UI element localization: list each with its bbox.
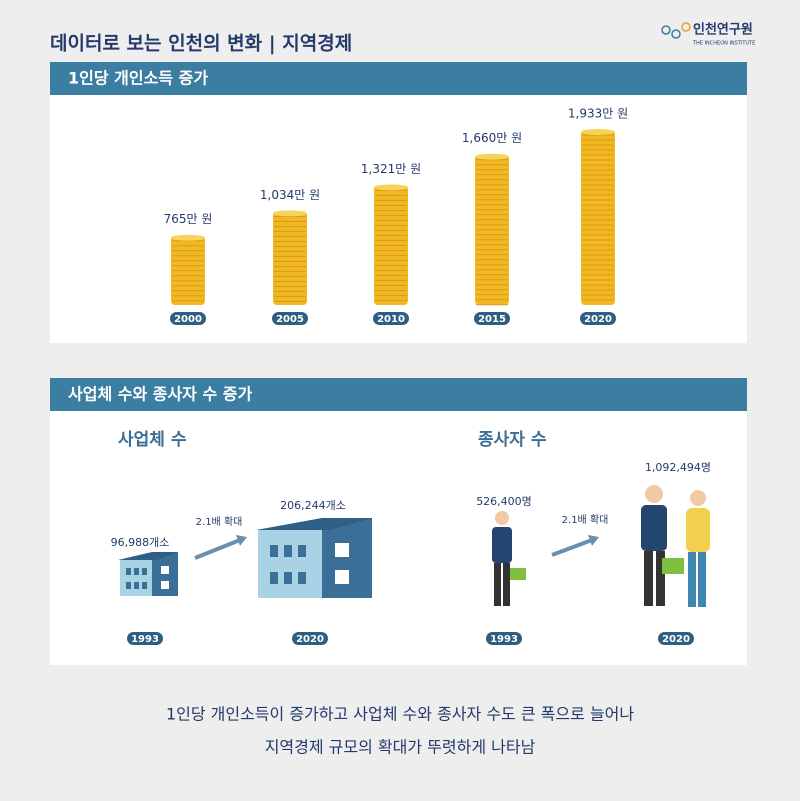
coin-top xyxy=(475,153,509,160)
subsection-title: 사업체 수 xyxy=(118,430,187,450)
year-label: 1993 xyxy=(131,634,159,645)
pill-bg xyxy=(170,312,206,325)
value-label: 1,092,494명 xyxy=(645,461,711,474)
section-bar xyxy=(50,62,747,95)
value-label: 1,933만 원 xyxy=(568,107,628,121)
pill-bg xyxy=(580,312,616,325)
logo-text: 인천연구원 xyxy=(693,22,753,38)
year-label: 2020 xyxy=(296,634,324,645)
coin-top xyxy=(273,210,307,217)
year-pill: 2020 xyxy=(292,632,328,645)
logo-subtext: THE INCHEON INSTITUTE xyxy=(692,41,755,47)
year-pill: 2020 xyxy=(580,312,616,325)
pill-bg xyxy=(474,312,510,325)
growth-label: 2.1배 확대 xyxy=(196,516,243,528)
year-label: 2020 xyxy=(662,634,690,645)
coin-stack xyxy=(581,130,615,305)
section-title: 1인당 개인소득 증가 xyxy=(68,69,208,88)
year-pill: 2015 xyxy=(474,312,510,325)
footer-text: 1인당 개인소득이 증가하고 사업체 수와 종사자 수도 큰 폭으로 늘어나 xyxy=(166,705,634,724)
year-pill: 1993 xyxy=(127,632,163,645)
growth-arrow xyxy=(194,535,599,560)
year-pill: 2020 xyxy=(658,632,694,645)
value-label: 1,660만 원 xyxy=(462,131,522,145)
year-pill: 2005 xyxy=(272,312,308,325)
value-label: 765만 원 xyxy=(164,212,213,226)
value-label: 1,034만 원 xyxy=(260,188,320,202)
coin-top xyxy=(171,234,205,241)
coin-top xyxy=(581,129,615,135)
logo: 인천연구원 THE INCHEON INSTITUTE xyxy=(661,22,755,47)
section-title: 사업체 수와 종사자 수 증가 xyxy=(68,385,252,404)
large-building xyxy=(256,518,372,598)
value-label: 96,988개소 xyxy=(111,536,170,549)
value-label: 206,244개소 xyxy=(280,499,346,512)
value-label: 526,400명 xyxy=(476,495,532,508)
year-pill: 2010 xyxy=(373,312,409,325)
x-tick-label: 2000 xyxy=(174,314,202,325)
panel xyxy=(50,411,747,665)
value-label: 1,321만 원 xyxy=(361,162,421,176)
footer-text: 지역경제 규모의 확대가 뚜렷하게 나타남 xyxy=(265,738,536,757)
small-building xyxy=(118,552,178,596)
subsection-title: 종사자 수 xyxy=(478,430,547,450)
page-title: 데이터로 보는 인천의 변화 | 지역경제 xyxy=(50,33,352,55)
coin-top xyxy=(374,184,408,191)
person xyxy=(492,511,526,606)
growth-label: 2.1배 확대 xyxy=(562,514,609,526)
people xyxy=(641,485,710,607)
pill-bg xyxy=(272,312,308,325)
x-tick-label: 2010 xyxy=(377,314,405,325)
year-pill: 1993 xyxy=(486,632,522,645)
x-tick-label: 2015 xyxy=(478,314,506,325)
coin-chart: 765만 원 2000 1,034만 원 2005 1,321만 원 2010 1,660만… xyxy=(164,107,628,325)
x-tick-label: 2020 xyxy=(584,314,612,325)
x-tick-label: 2005 xyxy=(276,314,304,325)
pill-bg xyxy=(373,312,409,325)
section-bar xyxy=(50,378,747,411)
year-pill: 2000 xyxy=(170,312,206,325)
year-label: 1993 xyxy=(490,634,518,645)
